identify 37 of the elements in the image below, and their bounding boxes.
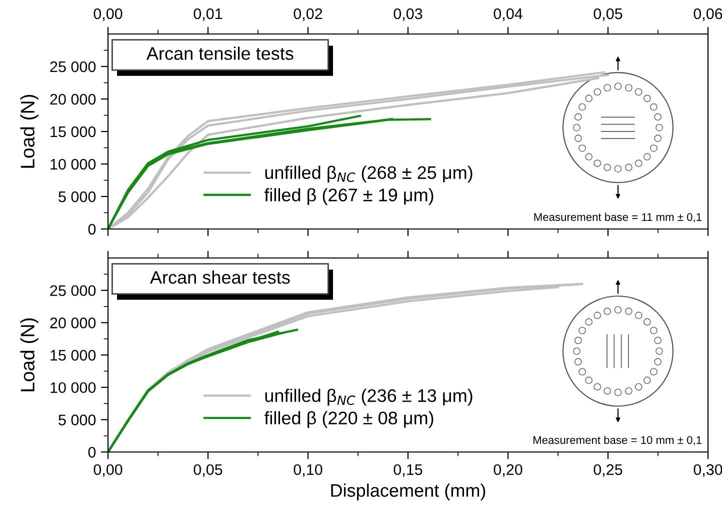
y-axis-title: Load (N) [20,318,38,392]
text: Arcan tensile tests [146,46,294,60]
x-tick-label: 0,06 [694,8,722,21]
x-tick-label: 0,15 [394,464,422,477]
y-tick-label: 25 000 [50,61,96,72]
legend-label: filled β (267 ± 19 μm) [264,188,434,205]
y-tick-label: 10 000 [50,382,96,394]
legend-label: filled β (220 ± 08 μm) [264,411,434,428]
x-tick-label: 0,25 [594,464,622,477]
y-tick-label: 20 000 [50,94,96,105]
x-tick-label: 0,00 [94,8,122,21]
y-tick-label: 0 [88,446,96,458]
text: Arcan shear tests [150,270,290,284]
x-tick-label: 0,02 [294,8,322,21]
x-tick-label: 0,01 [194,8,222,21]
y-tick-label: 20 000 [50,318,96,328]
y-tick-label: 15 000 [50,126,96,138]
y-tick-label: 15 000 [50,350,96,361]
x-tick-label: 0,20 [494,464,522,477]
x-tick-label: 0,05 [594,8,622,21]
y-tick-label: 10 000 [50,158,96,170]
y-tick-label: 0 [88,224,96,235]
x-tick-label: 0,30 [694,464,722,477]
x-tick-label: 0,10 [294,464,322,477]
x-tick-label: 0,05 [194,464,222,477]
y-tick-label: 5 000 [58,191,96,202]
y-axis-title: Load (N) [20,94,38,168]
x-axis-title: Displacement (mm) [331,484,486,500]
y-tick-label: 5 000 [58,414,96,426]
y-tick-label: 25 000 [50,285,96,296]
annotation: Measurement base = 11 mm ± 0,1 [534,212,702,222]
legend-label: unfilled β$_{NC}$ (236 ± 13 μm) [265,388,472,406]
x-tick-label: 0,03 [394,8,422,21]
legend-label: unfilled β$_{NC}$ (268 ± 25 μm) [265,166,472,183]
annotation: Measurement base = 10 mm ± 0,1 [533,436,702,446]
x-tick-label: 0,04 [494,8,522,21]
x-tick-label: 0,00 [94,464,122,477]
